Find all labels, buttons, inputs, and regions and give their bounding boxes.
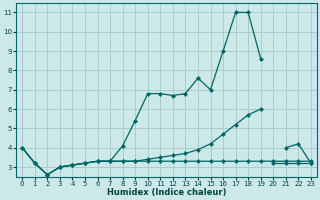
- X-axis label: Humidex (Indice chaleur): Humidex (Indice chaleur): [107, 188, 226, 197]
